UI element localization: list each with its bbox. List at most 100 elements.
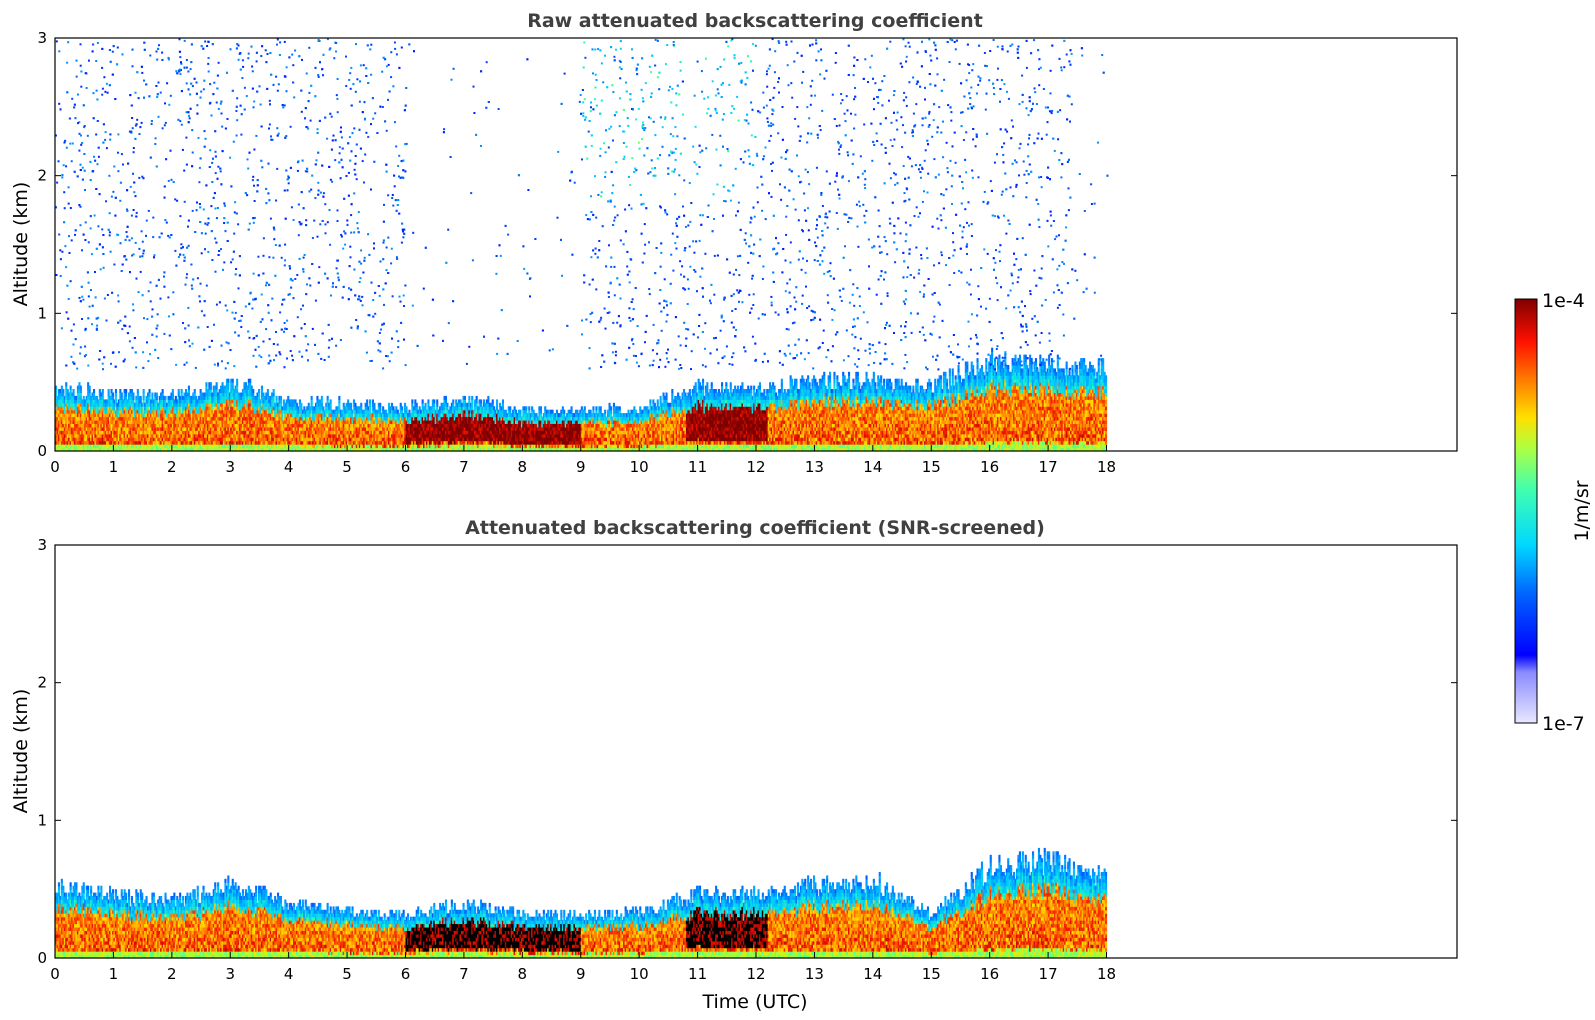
heat-cell — [109, 409, 112, 414]
heat-cell — [66, 406, 69, 411]
heat-cell — [157, 447, 160, 452]
heat-cell — [130, 399, 133, 404]
heat-cell — [79, 395, 82, 400]
heat-cell — [180, 406, 183, 411]
heat-cell — [179, 395, 182, 400]
heat-cell — [101, 440, 104, 445]
heat-cell — [84, 420, 87, 424]
heat-cell — [74, 406, 77, 411]
heat-cell — [103, 399, 106, 404]
heat-cell — [427, 399, 430, 404]
heat-cell — [93, 444, 96, 449]
heat-cell — [164, 402, 167, 407]
heat-cell — [57, 389, 60, 393]
heat-cell — [152, 413, 155, 418]
heat-cell — [63, 413, 66, 418]
heat-cell — [116, 440, 119, 445]
heat-cell — [157, 409, 160, 414]
heat-cell — [100, 437, 103, 442]
heat-cell — [173, 420, 176, 424]
heat-cell — [85, 447, 88, 452]
heat-cell — [174, 420, 177, 424]
heat-cell — [110, 406, 113, 411]
heat-cell — [88, 423, 91, 428]
heat-cell — [166, 413, 169, 418]
heat-cell — [433, 406, 436, 411]
heat-cell — [88, 389, 91, 393]
heat-cell — [199, 406, 202, 411]
heat-cell — [103, 413, 106, 418]
heat-cell — [157, 440, 160, 445]
heat-cell — [215, 382, 218, 387]
heat-cell — [88, 409, 91, 414]
heat-cell — [180, 420, 183, 424]
heat-cell — [78, 385, 81, 390]
heat-cell — [195, 423, 198, 428]
heat-cell — [158, 447, 161, 452]
heat-cell — [57, 426, 60, 431]
heat-cell — [119, 420, 122, 424]
heat-cell — [110, 395, 113, 400]
heat-cell — [183, 406, 186, 411]
heat-cell — [122, 430, 125, 435]
heat-cell — [60, 413, 63, 418]
heat-cell — [110, 440, 113, 445]
heat-cell — [120, 392, 123, 397]
heat-cell — [68, 409, 71, 414]
heat-cell — [155, 447, 158, 452]
heat-cell — [95, 447, 98, 452]
heat-cell — [129, 395, 132, 400]
heat-cell — [120, 423, 123, 428]
heat-cell — [88, 437, 91, 442]
heat-cell — [65, 399, 68, 404]
heat-cell — [151, 433, 154, 438]
heat-cell — [186, 395, 189, 400]
heat-cell — [133, 426, 136, 431]
heat-cell — [82, 399, 85, 404]
heat-cell — [322, 406, 325, 411]
heat-cell — [144, 423, 147, 428]
heat-cell — [141, 423, 144, 428]
heat-cell — [68, 430, 71, 435]
heat-cell — [57, 444, 60, 449]
heat-cell — [106, 433, 109, 438]
heat-cell — [130, 444, 133, 449]
heat-cell — [114, 406, 117, 411]
heat-cell — [135, 444, 138, 449]
heat-cell — [117, 430, 120, 435]
heat-cell — [65, 416, 68, 421]
heat-cell — [100, 399, 103, 404]
heat-cell — [170, 430, 173, 435]
heat-cell — [94, 447, 97, 452]
heat-cell — [56, 413, 59, 418]
panel-raw-backscatter: Raw attenuated backscattering coefficien… — [10, 10, 1458, 476]
heat-cell — [91, 426, 94, 431]
heat-cell — [136, 416, 139, 421]
heat-cell — [128, 433, 131, 438]
heat-cell — [198, 402, 201, 407]
heat-cell — [97, 440, 100, 445]
heat-cell — [193, 402, 196, 407]
heat-cell — [72, 395, 75, 400]
heat-cell — [72, 413, 75, 418]
heat-cell — [88, 447, 91, 452]
heat-cell — [179, 447, 182, 452]
heat-cell — [106, 413, 109, 418]
heat-cell — [180, 389, 183, 393]
heat-cell — [158, 437, 161, 442]
heat-cell — [132, 440, 135, 445]
heat-cell — [151, 437, 154, 442]
heat-cell — [60, 444, 63, 449]
heat-cell — [147, 430, 150, 435]
heat-cell — [170, 409, 173, 414]
heat-cell — [69, 395, 72, 400]
heat-cell — [166, 423, 169, 428]
heat-cell — [71, 420, 74, 424]
heat-cell — [199, 399, 202, 404]
heat-cell — [499, 402, 502, 407]
heat-cell — [487, 395, 490, 400]
heat-cell — [133, 423, 136, 428]
heat-cell — [122, 437, 125, 442]
heat-cell — [123, 440, 126, 445]
heat-cell — [141, 416, 144, 421]
